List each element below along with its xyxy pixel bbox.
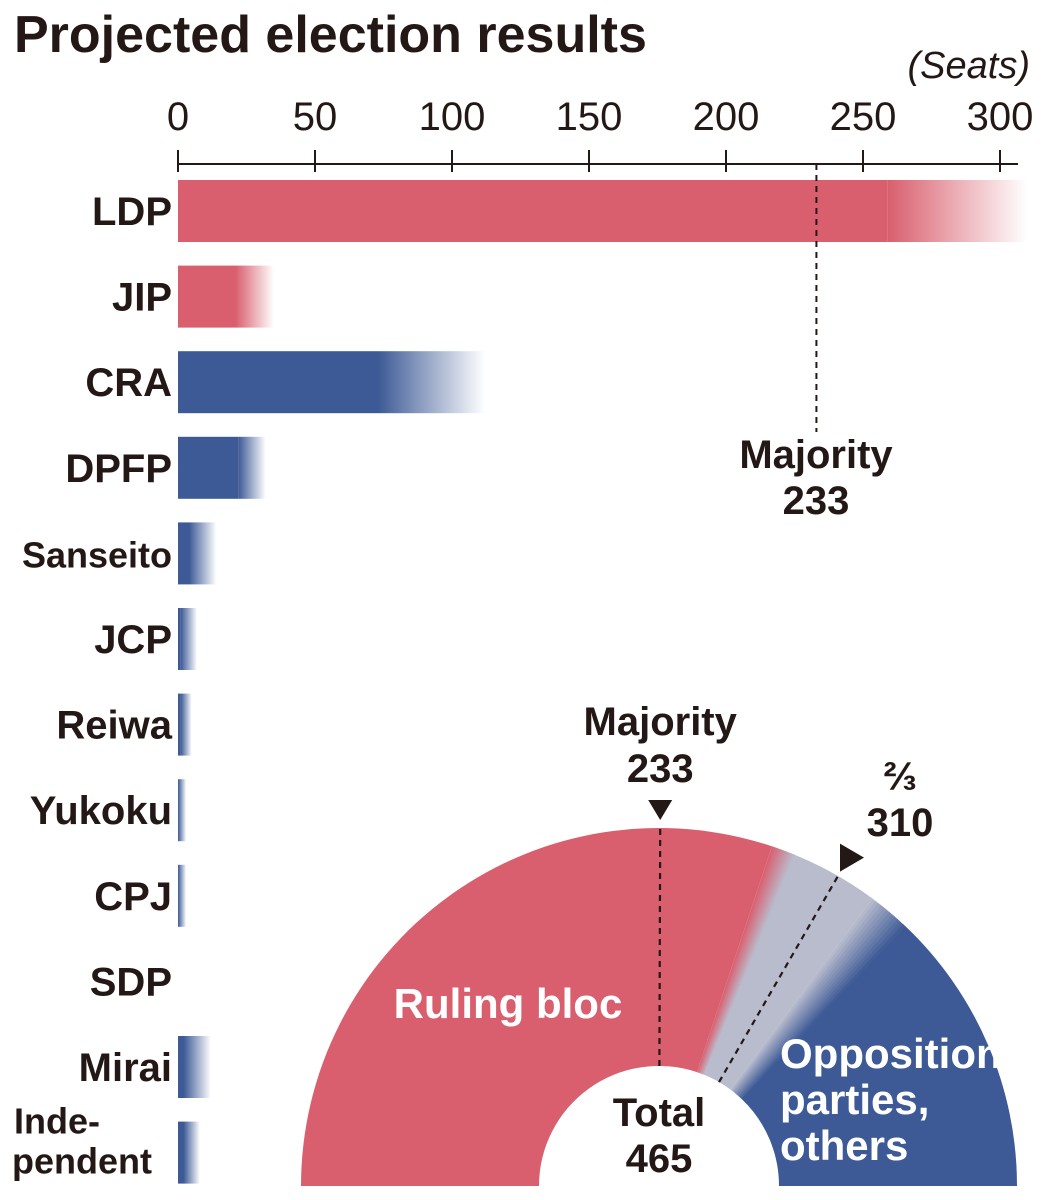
bar-low xyxy=(178,1121,184,1184)
semi-majority-label: Majority xyxy=(584,700,738,744)
x-tick-label: 100 xyxy=(419,95,486,139)
category-label: CRA xyxy=(85,361,172,405)
category-label: Inde- xyxy=(14,1101,100,1142)
bar-low xyxy=(178,693,181,756)
bar-low xyxy=(178,1036,184,1098)
majority-marker-triangle xyxy=(648,800,673,821)
x-tick-label: 0 xyxy=(167,95,189,139)
category-label: CPJ xyxy=(94,875,172,919)
category-label: JIP xyxy=(112,276,172,320)
bar-low xyxy=(178,608,181,670)
opposition-fade-segment xyxy=(736,912,893,1096)
ruling-bloc-segment xyxy=(301,828,772,1186)
ruling-fade-segment xyxy=(702,852,792,1075)
semi-majority-value: 233 xyxy=(627,747,694,791)
opposition-label: Opposition xyxy=(780,1030,1002,1077)
ruling-bloc-label: Ruling bloc xyxy=(394,980,623,1027)
bar-range xyxy=(189,522,217,585)
category-label: Mirai xyxy=(79,1046,172,1090)
unit-label: (Seats) xyxy=(908,45,1030,87)
category-label: DPFP xyxy=(65,447,172,491)
opposition-fade-segment xyxy=(735,909,890,1095)
bar-low xyxy=(178,436,239,499)
bar-low xyxy=(178,522,189,585)
opposition-segment xyxy=(741,926,1017,1186)
opposition-label: parties, xyxy=(780,1076,929,1123)
bar-range xyxy=(183,1036,211,1098)
bar-range xyxy=(378,351,485,414)
category-labels: LDP JIP CRA DPFP Sanseito JCP Reiwa Yukoku CPJ SD… xyxy=(12,190,173,1182)
majority-value: 233 xyxy=(783,479,850,523)
category-label: pendent xyxy=(12,1141,152,1182)
opposition-fade-segment xyxy=(737,914,896,1096)
x-tick-label: 150 xyxy=(556,95,623,139)
semi-two-thirds-line xyxy=(718,875,839,1083)
total-label: Total xyxy=(613,1091,706,1135)
bar-low xyxy=(178,351,378,414)
uncertain-segment xyxy=(704,854,873,1090)
category-label: SDP xyxy=(90,960,172,1004)
chart-title: Projected election results xyxy=(14,6,647,64)
total-value: 465 xyxy=(626,1137,693,1181)
x-axis: 0 50 100 150 200 250 300 xyxy=(167,95,1034,172)
opposition-fade-segment xyxy=(739,921,904,1099)
opposition-fade-segment xyxy=(734,907,888,1094)
category-label: Reiwa xyxy=(56,704,172,748)
bar-range xyxy=(238,436,266,499)
bar-range xyxy=(887,180,1028,242)
two-thirds-marker-triangle xyxy=(840,843,864,872)
opposition-fade-segment xyxy=(733,905,885,1093)
semi-two-thirds-label: ⅔ xyxy=(883,755,916,799)
bar-range xyxy=(178,779,187,842)
x-tick-label: 50 xyxy=(293,95,338,139)
opposition-fade-segment xyxy=(739,919,901,1098)
bar-low xyxy=(178,180,888,242)
opposition-fade-segment xyxy=(730,898,876,1091)
bar-range xyxy=(183,1121,200,1184)
bar-range xyxy=(180,608,198,670)
opposition-fade-segment xyxy=(738,916,899,1097)
bar-series xyxy=(178,180,1028,1184)
x-tick-label: 250 xyxy=(830,95,897,139)
opposition-fade-segment xyxy=(731,900,879,1092)
bar-range xyxy=(178,864,187,927)
category-label: LDP xyxy=(92,190,172,234)
x-tick-label: 200 xyxy=(693,95,760,139)
semi-majority-line xyxy=(658,827,662,1067)
category-label: Sanseito xyxy=(22,534,172,575)
bar-range xyxy=(235,265,274,328)
opposition-fade-segment xyxy=(732,902,882,1092)
x-tick-label: 300 xyxy=(967,95,1034,139)
opposition-label: others xyxy=(780,1122,908,1169)
majority-label: Majority xyxy=(739,433,893,477)
category-label: JCP xyxy=(94,618,172,662)
semi-two-thirds-value: 310 xyxy=(867,801,934,845)
opposition-fade-segment xyxy=(740,924,907,1100)
bar-range xyxy=(180,693,192,756)
category-label: Yukoku xyxy=(30,789,172,833)
bar-low xyxy=(178,265,236,328)
